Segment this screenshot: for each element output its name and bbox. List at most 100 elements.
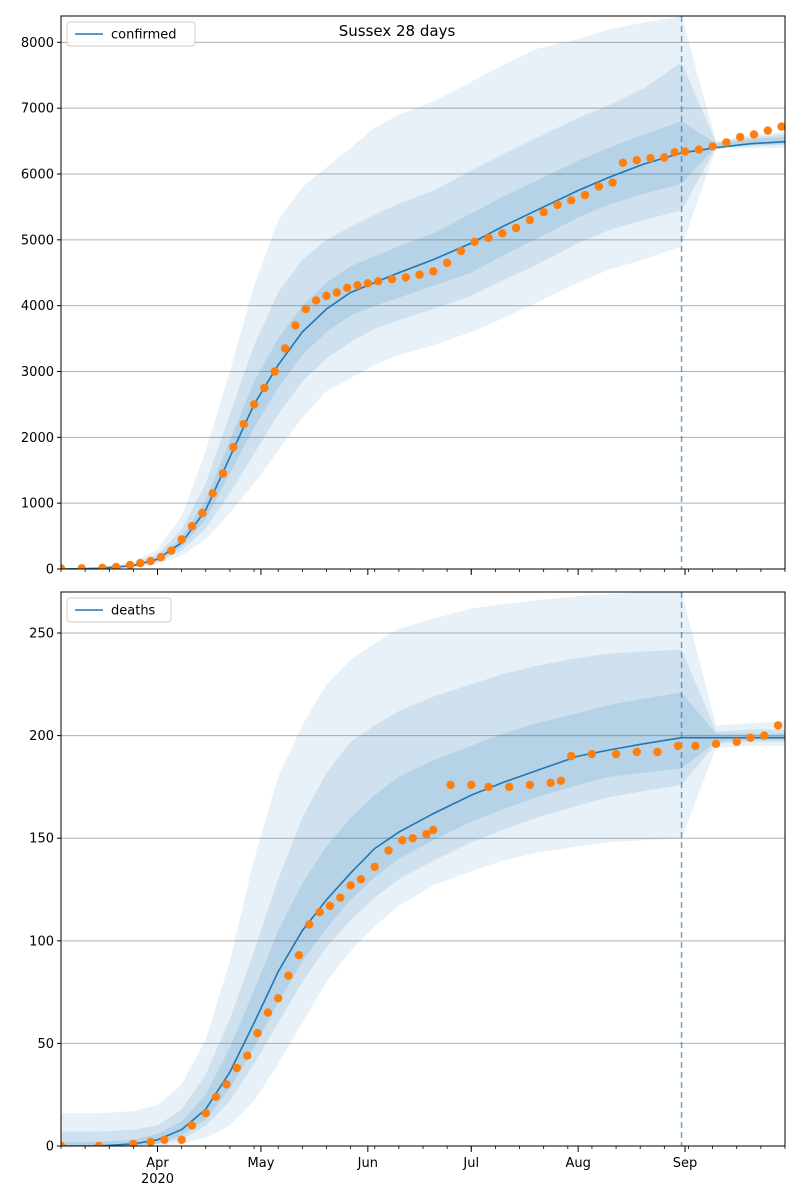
observed-point bbox=[343, 283, 352, 293]
observed-point bbox=[442, 258, 452, 268]
y-tick-label: 0 bbox=[46, 1140, 54, 1155]
observed-point bbox=[270, 367, 279, 376]
y-tick-label: 4000 bbox=[21, 299, 54, 314]
observed-point bbox=[546, 778, 555, 787]
x-tick-label: Jun bbox=[357, 1156, 378, 1171]
observed-point bbox=[611, 749, 621, 759]
observed-point bbox=[61, 564, 66, 569]
x-tick-label: Sep bbox=[673, 1156, 698, 1171]
observed-point bbox=[311, 296, 321, 305]
observed-point bbox=[187, 1121, 197, 1130]
observed-point bbox=[156, 552, 166, 562]
y-tick-label: 0 bbox=[46, 563, 54, 578]
observed-point bbox=[336, 893, 345, 902]
observed-point bbox=[732, 737, 741, 746]
observed-point bbox=[363, 279, 372, 288]
legend-label: confirmed bbox=[111, 28, 177, 43]
model-line-deaths bbox=[61, 736, 785, 1146]
observed-point bbox=[653, 747, 662, 757]
y-tick-label: 100 bbox=[29, 934, 54, 949]
observed-point bbox=[253, 1028, 262, 1038]
observed-point bbox=[325, 901, 335, 911]
observed-point bbox=[456, 246, 466, 256]
observed-point bbox=[332, 288, 341, 297]
y-tick-label: 5000 bbox=[21, 233, 54, 248]
observed-point bbox=[384, 846, 393, 855]
observed-point bbox=[284, 971, 293, 980]
observed-point bbox=[511, 223, 521, 233]
observed-point bbox=[167, 546, 176, 555]
observed-point bbox=[305, 920, 314, 929]
y-tick-label: 2000 bbox=[21, 431, 54, 446]
observed-point bbox=[763, 126, 772, 135]
x-tick-label: Apr bbox=[146, 1156, 169, 1171]
y-tick-label: 3000 bbox=[21, 365, 54, 380]
observed-point bbox=[691, 741, 700, 751]
y-tick-label: 50 bbox=[37, 1037, 54, 1052]
y-tick-label: 150 bbox=[29, 832, 54, 847]
observed-point bbox=[773, 721, 783, 730]
observed-point bbox=[429, 825, 438, 835]
legend-label: deaths bbox=[111, 604, 156, 619]
observed-point bbox=[346, 881, 355, 890]
observed-point bbox=[525, 780, 535, 790]
observed-point bbox=[177, 535, 186, 544]
observed-point bbox=[301, 304, 310, 314]
observed-point bbox=[356, 875, 366, 884]
y-tick-label: 250 bbox=[29, 627, 54, 642]
observed-point bbox=[353, 281, 362, 290]
observed-point bbox=[291, 321, 300, 330]
observed-point bbox=[177, 1135, 186, 1145]
observed-point bbox=[539, 208, 548, 217]
legend-box bbox=[66, 597, 172, 623]
panel-confirmed: 0 1000 2000 3000 4000 5000 6000 7000 8000 confirm… bbox=[21, 15, 786, 578]
observed-point bbox=[218, 469, 228, 478]
observed-point bbox=[374, 277, 383, 286]
observed-point bbox=[201, 1109, 210, 1118]
uncertainty-band-1 bbox=[61, 592, 785, 1146]
observed-point bbox=[112, 562, 121, 569]
observed-point bbox=[646, 154, 655, 163]
observed-point bbox=[484, 233, 493, 243]
observed-point bbox=[260, 383, 269, 393]
observed-point bbox=[239, 420, 248, 429]
observed-point bbox=[232, 1063, 241, 1073]
observed-point bbox=[749, 130, 759, 139]
observed-point bbox=[315, 907, 324, 917]
observed-point bbox=[594, 182, 603, 191]
uncertainty-band-2 bbox=[61, 62, 785, 569]
observed-point bbox=[160, 1135, 169, 1145]
observed-point bbox=[222, 1080, 231, 1089]
observed-point bbox=[556, 776, 566, 785]
observed-point bbox=[525, 215, 535, 225]
observed-point bbox=[198, 508, 207, 518]
legend-box bbox=[66, 21, 196, 47]
observed-point bbox=[249, 400, 259, 409]
observed-point bbox=[94, 1141, 104, 1146]
observed-point bbox=[322, 291, 331, 300]
observed-point bbox=[673, 741, 683, 751]
observed-point bbox=[129, 1139, 138, 1146]
observed-point bbox=[608, 178, 617, 187]
x-tick-sublabel: 2020 bbox=[141, 1172, 174, 1187]
observed-point bbox=[746, 733, 755, 742]
observed-point bbox=[498, 229, 507, 238]
observed-point bbox=[618, 158, 628, 167]
observed-point bbox=[711, 739, 721, 748]
observed-point bbox=[680, 147, 690, 156]
observed-point bbox=[211, 1092, 221, 1102]
y-tick-label: 8000 bbox=[21, 36, 54, 51]
observed-point bbox=[229, 443, 238, 452]
observed-point bbox=[694, 145, 703, 154]
observed-point bbox=[422, 829, 431, 839]
y-tick-label: 200 bbox=[29, 729, 54, 744]
observed-point bbox=[660, 153, 669, 162]
plot-area bbox=[61, 592, 785, 1146]
observed-point bbox=[146, 556, 155, 566]
observed-point bbox=[567, 751, 576, 761]
observed-point bbox=[415, 270, 424, 279]
observed-point bbox=[484, 782, 493, 792]
observed-point bbox=[187, 522, 197, 531]
